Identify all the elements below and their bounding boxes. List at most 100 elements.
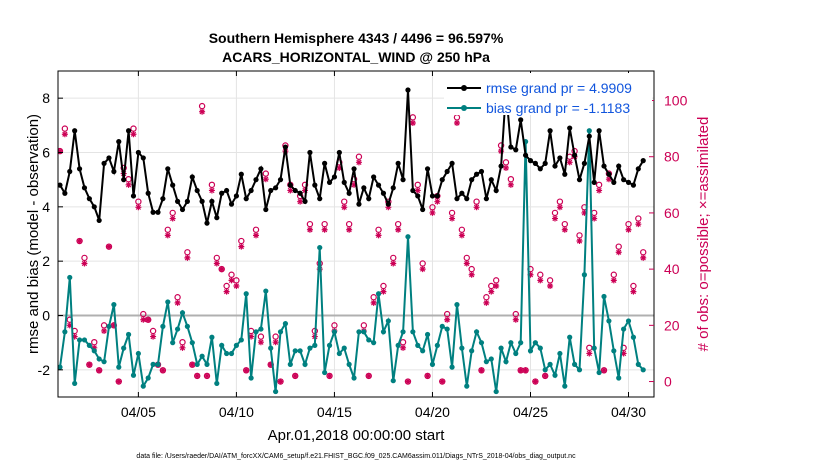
obs-assimilated-marker <box>493 282 500 289</box>
rmse-point <box>179 206 186 213</box>
obs-assimilated-marker <box>429 209 436 216</box>
obs-assimilated-marker <box>292 372 299 379</box>
y-tick-label: -2 <box>38 362 51 378</box>
bias-point <box>297 348 303 354</box>
plot-frame <box>57 70 655 398</box>
obs-assimilated-marker <box>326 372 333 379</box>
rmse-point <box>287 182 293 188</box>
y-tick-label: 8 <box>42 90 50 106</box>
obs-assimilated-marker <box>566 159 573 166</box>
obs-possible-marker <box>179 338 186 346</box>
bias-point <box>106 323 112 329</box>
obs-possible-marker <box>640 249 647 256</box>
bias-point <box>307 345 313 351</box>
rmse-point <box>238 171 244 177</box>
bias-point <box>395 342 401 348</box>
rmse-point <box>130 193 137 199</box>
rmse-point <box>297 190 303 196</box>
obs-possible-marker <box>223 282 230 290</box>
rmse-point <box>76 166 83 172</box>
rmse-point <box>361 185 367 191</box>
obs-possible-marker <box>483 294 490 301</box>
bias-point <box>91 348 97 354</box>
rmse-point <box>518 117 524 123</box>
obs-possible-marker <box>507 175 515 183</box>
obs-assimilated-marker <box>395 226 402 233</box>
rmse-point <box>621 177 627 183</box>
rmse-point <box>625 179 632 185</box>
obs-assimilated-marker <box>370 299 377 306</box>
bias-point <box>130 372 137 378</box>
rmse-point <box>140 155 146 161</box>
obs-assimilated-marker <box>517 367 524 374</box>
obs-possible-marker <box>390 254 397 262</box>
rmse-point <box>81 185 88 191</box>
obs-possible-marker <box>257 333 265 340</box>
bias-point <box>160 323 166 329</box>
obs-possible-marker <box>252 226 260 233</box>
obs-possible-marker <box>370 294 377 301</box>
rmse-point <box>635 166 641 172</box>
obs-possible-marker <box>537 271 544 278</box>
bias-point <box>101 359 107 365</box>
obs-possible-marker <box>130 125 137 132</box>
rmse-point <box>194 187 200 194</box>
obs-possible-marker <box>443 310 451 318</box>
rmse-point <box>145 190 151 196</box>
obs-assimilated-marker <box>468 271 475 278</box>
rmse-point <box>72 128 78 134</box>
obs-assimilated-marker <box>164 232 171 239</box>
obs-possible-marker <box>448 209 456 217</box>
bias-point <box>513 350 519 357</box>
rmse-point <box>273 185 279 191</box>
bias-point <box>292 348 298 354</box>
rmse-point <box>562 171 568 177</box>
obs-assimilated-marker <box>125 181 132 188</box>
bias-point <box>562 383 568 389</box>
rmse-point <box>356 201 362 207</box>
obs-assimilated-marker <box>409 119 416 126</box>
rmse-point <box>395 160 401 166</box>
obs-assimilated-marker <box>542 372 549 379</box>
y2-tick-label: 0 <box>664 374 672 390</box>
rmse-point <box>62 190 68 196</box>
obs-assimilated-marker <box>380 288 387 295</box>
obs-assimilated-marker <box>179 344 186 351</box>
bias-point <box>532 340 538 346</box>
obs-possible-marker <box>414 181 421 189</box>
rmse-point <box>586 133 592 139</box>
obs-possible-marker <box>174 294 181 301</box>
obs-assimilated-marker <box>130 131 137 138</box>
obs-assimilated-marker <box>615 249 622 256</box>
bias-point <box>366 337 372 343</box>
rmse-point <box>400 177 406 183</box>
rmse-point <box>498 163 504 169</box>
bias-point <box>145 375 151 381</box>
bias-point <box>429 361 436 367</box>
obs-assimilated-marker <box>596 187 603 194</box>
legend-rmse-marker <box>461 85 467 91</box>
bias-point <box>277 329 284 335</box>
bias-point <box>322 369 328 376</box>
legend-bias-label: bias grand pr = -1.1183 <box>486 100 630 116</box>
bias-point <box>385 318 391 324</box>
obs-possible-marker <box>91 338 98 346</box>
obs-assimilated-marker <box>150 333 157 340</box>
obs-possible-marker <box>306 220 314 228</box>
obs-assimilated-marker <box>91 344 98 351</box>
obs-assimilated-marker <box>547 282 554 289</box>
rmse-point <box>219 190 225 196</box>
rmse-point <box>292 187 298 194</box>
obs-assimilated-marker <box>110 322 117 329</box>
obs-assimilated-marker <box>620 350 627 357</box>
obs-assimilated-marker <box>390 260 397 267</box>
rmse-point <box>91 204 97 210</box>
obs-possible-marker <box>615 243 622 250</box>
plot-area <box>58 71 654 397</box>
obs-assimilated-marker <box>321 226 328 233</box>
chart-title: Southern Hemisphere 4343 / 4496 = 96.597… <box>209 30 504 46</box>
bias-point <box>576 367 583 373</box>
obs-possible-marker <box>429 204 436 211</box>
bias-point <box>96 356 102 362</box>
obs-assimilated-marker <box>601 367 608 374</box>
